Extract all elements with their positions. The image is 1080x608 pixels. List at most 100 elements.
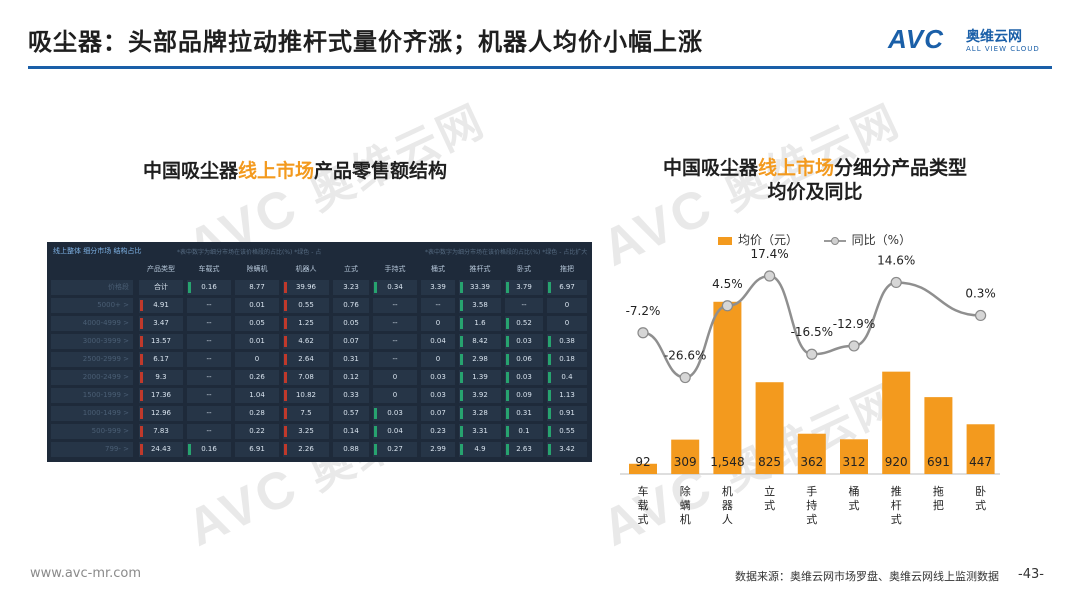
table-cell: -- (373, 316, 417, 331)
left-chart-title: 中国吸尘器线上市场产品零售额结构 (142, 160, 448, 182)
row-label[interactable]: 1500-1999 > (51, 388, 133, 403)
trend-marker (460, 390, 463, 401)
table-cell: 8.42 (459, 334, 501, 349)
legend-line-label: 同比（%） (851, 233, 912, 247)
table-cell: 0.26 (235, 370, 279, 385)
row-label[interactable]: 2500-2999 > (51, 352, 133, 367)
row-label[interactable]: 2000-2499 > (51, 370, 133, 385)
x-tick-label: 立 (764, 484, 775, 498)
legend-bar-swatch (718, 236, 732, 245)
trend-marker (548, 354, 551, 365)
bar (671, 439, 700, 474)
trend-marker (548, 444, 551, 455)
trend-marker (284, 408, 287, 419)
yoy-point (763, 270, 776, 282)
bar (713, 301, 742, 474)
table-cell: 0.09 (505, 388, 543, 403)
table-cell: 2.98 (459, 352, 501, 367)
trend-marker (460, 336, 463, 347)
bar (840, 439, 868, 474)
row-label[interactable]: 799- > (51, 442, 133, 457)
trend-marker (460, 426, 463, 437)
table-cell: 1.13 (547, 388, 587, 403)
trend-marker (548, 390, 551, 401)
table-cell: 17.36 (139, 388, 183, 403)
trend-marker (188, 282, 191, 293)
table-row: 2500-2999 > 6.17 -- 0 2.64 0.31 -- 0 2.98 0.06 0.1… (47, 352, 592, 368)
row-label[interactable]: 500-999 > (51, 424, 133, 439)
trend-marker (140, 354, 143, 365)
row-label[interactable]: 5000+ > (51, 298, 133, 313)
table-cell: 33.39 (459, 280, 501, 295)
x-tick-label: 式 (638, 513, 649, 526)
row-label[interactable]: 1000-1499 > (51, 406, 133, 421)
x-tick-label: 机 (680, 512, 691, 526)
right-chart-title: 中国吸尘器线上市场分细分产品类型 均价及同比 (662, 157, 968, 203)
x-tick-label: 载 (638, 499, 649, 512)
x-tick-label: 除 (680, 484, 691, 498)
x-tick-label: 车 (638, 484, 649, 498)
trend-marker (284, 390, 287, 401)
table-cell: 0 (421, 316, 455, 331)
yoy-data-label: -26.6% (664, 349, 706, 363)
table-cell: 4.91 (139, 298, 183, 313)
table-row: 3000-3999 > 13.57 -- 0.01 4.62 0.07 -- 0.04 8.42… (47, 334, 592, 350)
yoy-point (806, 348, 818, 360)
table-cell: 0.76 (333, 298, 369, 313)
logo-mark: AVC (888, 24, 944, 54)
trend-marker (506, 354, 509, 365)
trend-marker (506, 282, 509, 293)
trend-marker (374, 282, 377, 293)
table-cell: 除螨机 (246, 265, 268, 273)
trend-marker (140, 390, 143, 401)
table-cell: 3.92 (459, 388, 501, 403)
x-tick-label: 式 (891, 513, 902, 526)
table-cell: 6.97 (547, 280, 587, 295)
table-cell: 0.52 (505, 316, 543, 331)
table-cell: 0.03 (505, 334, 543, 349)
table-cell: 10.82 (283, 388, 329, 403)
table-cell: 3.28 (459, 406, 501, 421)
table-cell: 0 (373, 370, 417, 385)
trend-marker (506, 390, 509, 401)
row-label[interactable]: 4000-4999 > (51, 316, 133, 331)
x-tick-label: 把 (933, 498, 944, 512)
row-label[interactable]: 3000-3999 > (51, 334, 133, 349)
table-cell: 9.3 (139, 370, 183, 385)
trend-marker (140, 372, 143, 383)
website-footer[interactable]: www.avc-mr.com (30, 566, 142, 581)
table-cell: 0.07 (421, 406, 455, 421)
trend-marker (506, 336, 509, 347)
trend-marker (548, 282, 551, 293)
table-cell: 0.57 (333, 406, 369, 421)
yoy-point (679, 371, 691, 384)
trend-marker (506, 408, 509, 419)
table-cell: 0.04 (373, 424, 417, 439)
x-tick-label: 桶 (849, 484, 860, 498)
table-cell: 0.27 (373, 442, 417, 457)
table-cell: 12.96 (139, 406, 183, 421)
page-title: 吸尘器：头部品牌拉动推杆式量价齐涨；机器人均价小幅上涨 (28, 28, 703, 56)
table-cell: 0.23 (421, 424, 455, 439)
table-cell: -- (187, 388, 231, 403)
table-row: 799- > 24.43 0.16 6.91 2.26 0.88 0.27 2.99 4.9 2.… (47, 442, 592, 458)
x-tick-label: 人 (722, 513, 733, 526)
x-tick-label: 推 (891, 484, 902, 498)
table-row: 价格段 合计 0.16 8.77 39.96 3.23 0.34 3.39 33.39 3.79 6… (47, 280, 592, 296)
yoy-data-label: -16.5% (791, 325, 833, 339)
trend-marker (374, 426, 377, 437)
trend-marker (374, 444, 377, 455)
trend-marker (460, 300, 463, 311)
yoy-data-label: 17.4% (751, 247, 789, 261)
table-header-row: 产品类型 车载式 除螨机 机器人 立式 手持式 桶式 推杆式 卧式 拖把 (47, 262, 592, 278)
table-cell: 4.62 (283, 334, 329, 349)
trend-marker (548, 408, 551, 419)
dashboard-note-2: *表中数字为细分市场在该价格段的占比(%) *绿色 - 占比扩大 (425, 249, 588, 256)
table-cell: -- (187, 424, 231, 439)
x-tick-label: 式 (849, 499, 860, 512)
table-cell: 0.31 (505, 406, 543, 421)
table-cell: 7.08 (283, 370, 329, 385)
row-label[interactable]: 价格段 (51, 280, 133, 295)
table-cell: -- (421, 298, 455, 313)
trend-marker (284, 336, 287, 347)
